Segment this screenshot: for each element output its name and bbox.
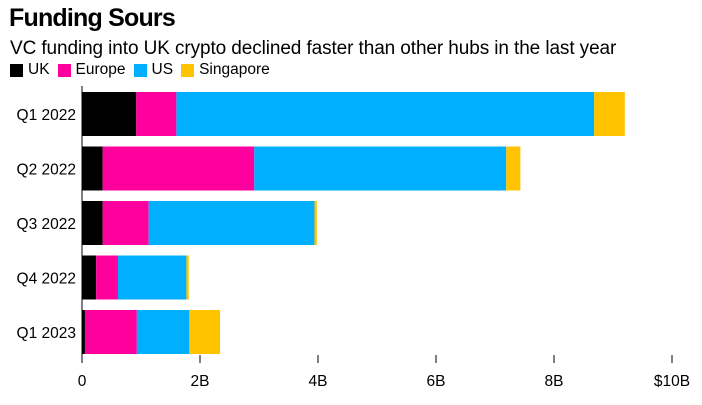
category-label: Q2 2022 — [17, 162, 76, 179]
legend-item-europe: Europe — [57, 61, 126, 79]
legend-item-singapore: Singapore — [181, 61, 270, 79]
chart-title: Funding Sours — [9, 4, 176, 32]
bar-q4-2022-us — [117, 255, 187, 300]
legend-label-us: US — [151, 61, 174, 78]
bar-q3-2022-europe — [102, 201, 149, 245]
category-label: Q3 2022 — [17, 216, 76, 233]
bar-q3-2022-us — [148, 201, 315, 245]
bar-q2-2022-singapore — [506, 146, 521, 191]
bar-q1-2022-singapore — [594, 92, 625, 136]
x-tick-label: 0 — [78, 373, 87, 390]
x-tick-label: $10B — [654, 373, 690, 390]
bar-q1-2023-us — [136, 310, 190, 354]
legend-label-uk: UK — [28, 61, 50, 78]
legend: UK Europe US Singapore — [10, 61, 278, 79]
category-label: Q4 2022 — [17, 271, 76, 288]
legend-swatch-uk — [10, 63, 23, 77]
legend-label-singapore: Singapore — [199, 61, 270, 78]
chart-subtitle: VC funding into UK crypto declined faste… — [10, 38, 617, 59]
legend-item-us: US — [133, 61, 174, 79]
bar-q3-2022-singapore — [314, 201, 317, 245]
bar-q1-2022-europe — [136, 92, 177, 136]
bar-q3-2022-uk — [82, 201, 103, 245]
bar-q2-2022-europe — [102, 146, 255, 191]
bar-q4-2022-singapore — [186, 255, 189, 300]
category-label: Q1 2023 — [17, 325, 76, 342]
x-tick-label: 4B — [309, 373, 328, 390]
x-tick-label: 2B — [191, 373, 210, 390]
bar-q1-2023-europe — [84, 310, 137, 354]
bar-q1-2022-us — [176, 92, 595, 136]
bar-q1-2023-uk — [82, 310, 85, 354]
bar-q2-2022-uk — [82, 146, 103, 191]
x-tick-label: 8B — [545, 373, 564, 390]
legend-label-europe: Europe — [75, 61, 126, 78]
bar-q4-2022-europe — [96, 255, 118, 300]
x-tick-label: 6B — [427, 373, 446, 390]
bar-q1-2022-uk — [82, 92, 137, 136]
category-label: Q1 2022 — [17, 107, 76, 124]
bar-q4-2022-uk — [82, 255, 97, 300]
legend-swatch-europe — [57, 63, 71, 77]
legend-swatch-singapore — [181, 63, 195, 77]
bar-q2-2022-us — [254, 146, 507, 191]
bar-q1-2023-singapore — [189, 310, 221, 354]
legend-item-uk: UK — [10, 61, 50, 79]
legend-swatch-us — [133, 63, 147, 77]
